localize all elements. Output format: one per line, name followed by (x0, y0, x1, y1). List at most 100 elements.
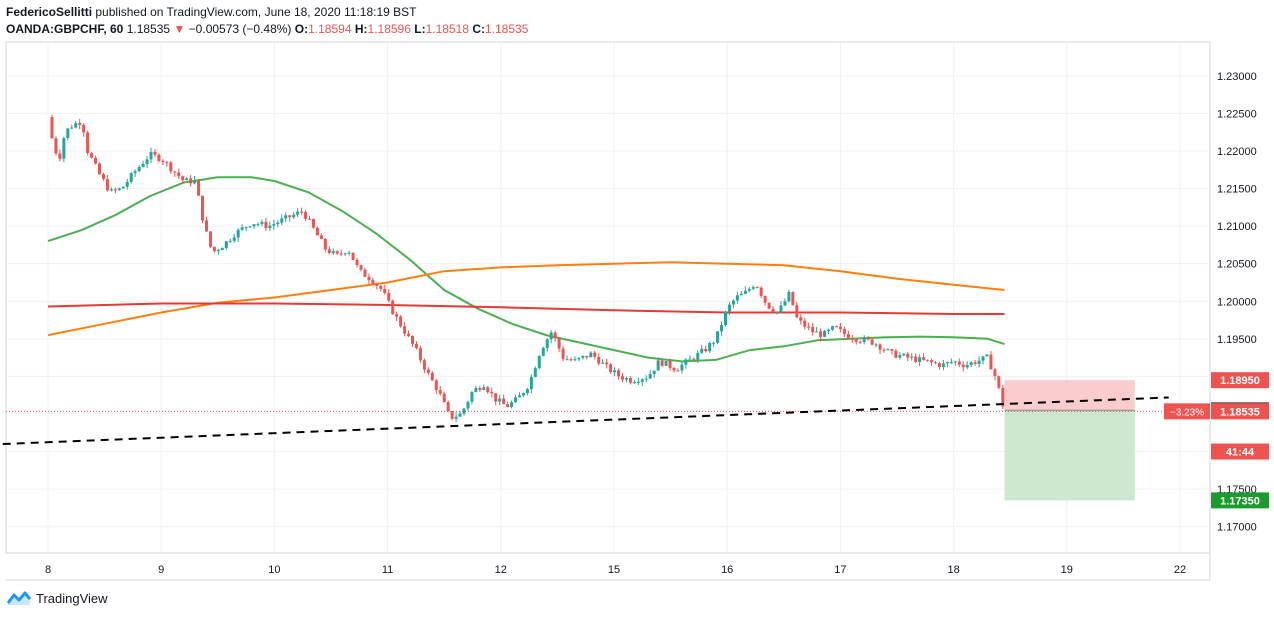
candle-body (735, 295, 739, 301)
candle-body (351, 252, 355, 260)
candle-body (403, 326, 407, 334)
candle-body (577, 357, 581, 360)
candle-body (656, 360, 660, 371)
close-value: 1.18535 (484, 22, 529, 36)
candle-body (181, 176, 185, 181)
candle-body (510, 402, 514, 407)
candle-body (593, 352, 597, 357)
candle-body (470, 392, 474, 402)
candle-body (767, 302, 771, 309)
stop-loss-zone[interactable] (1004, 380, 1135, 411)
trendline[interactable] (2, 396, 1169, 446)
candle-body (981, 356, 985, 361)
price-axis-label-bg (1211, 492, 1269, 509)
candle-body (109, 189, 113, 191)
candle-body (101, 174, 105, 180)
candle-body (886, 349, 890, 351)
candle-body (989, 354, 993, 370)
candle-body (383, 288, 387, 294)
candle-body (153, 151, 157, 155)
candle-body (977, 360, 981, 364)
candle-body (617, 370, 621, 377)
price-axis-label: 1.17350 (1220, 495, 1260, 507)
candle-body (581, 355, 585, 358)
candle-body (86, 132, 90, 154)
publish-line: FedericoSellitti published on TradingVie… (6, 4, 528, 21)
candle-body (716, 331, 720, 343)
x-tick-label: 8 (45, 564, 51, 576)
tradingview-logo-icon[interactable] (6, 590, 32, 606)
y-tick-label: 1.21500 (1217, 184, 1257, 196)
candle-body (870, 339, 874, 345)
candle-body (731, 300, 735, 305)
candle-body (506, 404, 510, 407)
candle-body (280, 218, 284, 223)
candle-body (660, 360, 664, 366)
candle-body (569, 359, 573, 361)
candle-body (347, 252, 351, 254)
candle-body (811, 327, 815, 333)
candle-body (787, 291, 791, 302)
candle-body (292, 214, 296, 218)
candle-body (696, 352, 700, 360)
candle-body (545, 339, 549, 349)
candle-body (212, 246, 216, 251)
brand-name[interactable]: TradingView (36, 590, 108, 606)
candle-body (117, 188, 121, 190)
candle-body (620, 376, 624, 380)
candle-body (74, 123, 78, 128)
candle-body (529, 376, 533, 390)
candle-body (823, 331, 827, 337)
candle-body (890, 349, 894, 351)
x-tick-label: 11 (382, 564, 393, 576)
moving-average-line[interactable] (47, 176, 1005, 363)
candle-body (827, 329, 831, 332)
candle-body (609, 364, 613, 373)
candle-body (565, 359, 569, 361)
candle-body (557, 338, 561, 349)
candle-body (601, 362, 605, 364)
author-name[interactable]: FedericoSellitti (6, 5, 93, 19)
candle-body (391, 300, 395, 315)
x-tick-label: 15 (608, 564, 620, 576)
candle-body (941, 363, 945, 367)
candle-body (521, 393, 525, 396)
price-axis-label: 1.18535 (1220, 406, 1260, 418)
candle-body (898, 355, 902, 358)
x-tick-label: 18 (947, 564, 959, 576)
candle-body (193, 179, 197, 184)
candle-body (819, 331, 823, 337)
moving-average-line[interactable] (47, 302, 1005, 315)
take-profit-zone[interactable] (1004, 410, 1135, 501)
candle-body (490, 391, 494, 394)
candle-body (807, 326, 811, 328)
candle-body (605, 362, 609, 365)
candle-body (371, 280, 375, 285)
candle-body (680, 364, 684, 371)
candle-body (450, 411, 454, 419)
candle-body (149, 151, 153, 160)
candle-body (304, 211, 308, 219)
candle-body (803, 320, 807, 327)
candle-body (676, 370, 680, 372)
symbol-label[interactable]: OANDA:GBPCHF, 60 (6, 22, 124, 36)
candle-body (244, 227, 248, 229)
publish-info: published on TradingView.com, June 18, 2… (95, 5, 417, 19)
candle-body (399, 316, 403, 327)
candle-body (933, 362, 937, 364)
candle-body (878, 344, 882, 350)
candle-body (664, 361, 668, 366)
y-tick-label: 1.17000 (1217, 522, 1257, 534)
candle-body (815, 331, 819, 333)
price-axis-label: 41:44 (1226, 447, 1255, 459)
candle-body (335, 251, 339, 254)
y-tick-label: 1.22000 (1217, 146, 1257, 158)
candle-body (993, 369, 997, 377)
candle-body (446, 402, 450, 412)
candle-body (708, 343, 712, 352)
candle-body (66, 128, 70, 139)
candle-body (799, 317, 803, 321)
last-price: 1.18535 (126, 22, 171, 36)
candle-body (105, 179, 109, 191)
